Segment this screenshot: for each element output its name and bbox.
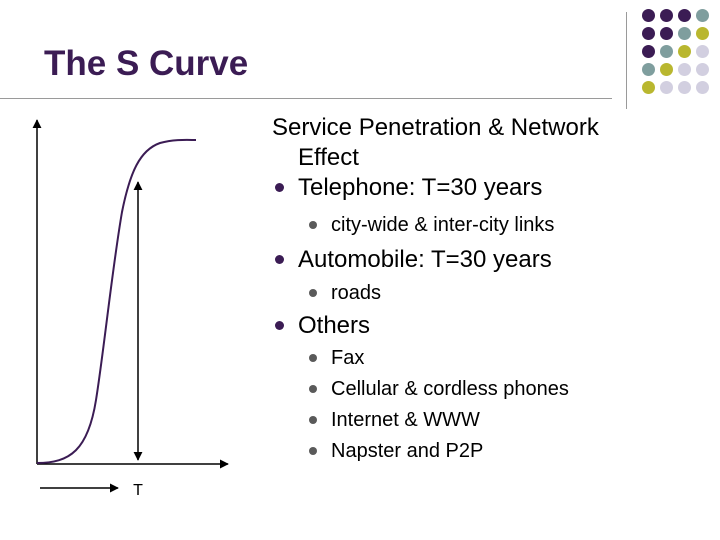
s-curve-diagram: T (32, 119, 229, 499)
dot-lavender (678, 81, 691, 94)
sub-bullet-dot (309, 385, 317, 393)
dot-purple (660, 27, 673, 40)
bullet-telephone: Telephone: T=30 years (272, 173, 712, 203)
sub-bullet-dot (309, 221, 317, 229)
sub-bullet-links: city-wide & inter-city links (272, 213, 712, 237)
intro-line-2: Effect (298, 144, 359, 171)
bullet-dot (275, 321, 284, 330)
sub-bullet-fax: Fax (272, 346, 712, 370)
dot-lavender (696, 45, 709, 58)
s-curve-line (36, 138, 197, 464)
bullet-dot (275, 183, 284, 192)
bullet-automobile: Automobile: T=30 years (272, 245, 712, 275)
dot-teal (660, 45, 673, 58)
bullet-text: Others (298, 312, 371, 339)
dot-olive (642, 81, 655, 94)
bullet-text: Telephone: T=30 years (298, 174, 543, 201)
dot-teal (696, 9, 709, 22)
sub-bullet-dot (309, 354, 317, 362)
sub-bullet-dot (309, 416, 317, 424)
dot-teal (678, 27, 691, 40)
slide-title: The S Curve (44, 44, 249, 83)
dot-olive (696, 27, 709, 40)
bullet-text: Automobile: T=30 years (298, 246, 552, 273)
sub-bullet-text: Napster and P2P (331, 440, 484, 462)
sub-bullet-cellular: Cellular & cordless phones (272, 377, 712, 401)
dot-purple (642, 9, 655, 22)
sub-bullet-roads: roads (272, 281, 712, 305)
horizontal-divider (0, 98, 612, 99)
sub-bullet-dot (309, 447, 317, 455)
vertical-divider (626, 12, 627, 109)
sub-bullet-internet: Internet & WWW (272, 408, 712, 432)
sub-bullet-dot (309, 289, 317, 297)
slide-content: Service Penetration & Network Effect Tel… (272, 113, 712, 463)
dot-teal (642, 63, 655, 76)
decorative-dot-grid (632, 6, 720, 102)
dot-lavender (696, 63, 709, 76)
sub-bullet-text: roads (331, 282, 382, 304)
dot-lavender (660, 81, 673, 94)
sub-bullet-text: city-wide & inter-city links (331, 214, 555, 236)
dot-purple (678, 9, 691, 22)
intro-line-1: Service Penetration & Network (272, 114, 599, 141)
dot-olive (678, 45, 691, 58)
bullet-others: Others (272, 311, 712, 341)
dot-purple (660, 9, 673, 22)
dot-purple (642, 45, 655, 58)
sub-bullet-text: Internet & WWW (331, 409, 480, 431)
sub-bullet-text: Fax (331, 347, 365, 369)
dot-olive (660, 63, 673, 76)
dot-lavender (678, 63, 691, 76)
bullet-dot (275, 255, 284, 264)
dot-lavender (696, 81, 709, 94)
time-label: T (133, 482, 143, 499)
intro-heading: Service Penetration & Network Effect (272, 113, 712, 173)
sub-bullet-text: Cellular & cordless phones (331, 378, 569, 400)
dot-purple (642, 27, 655, 40)
sub-bullet-napster: Napster and P2P (272, 439, 712, 463)
